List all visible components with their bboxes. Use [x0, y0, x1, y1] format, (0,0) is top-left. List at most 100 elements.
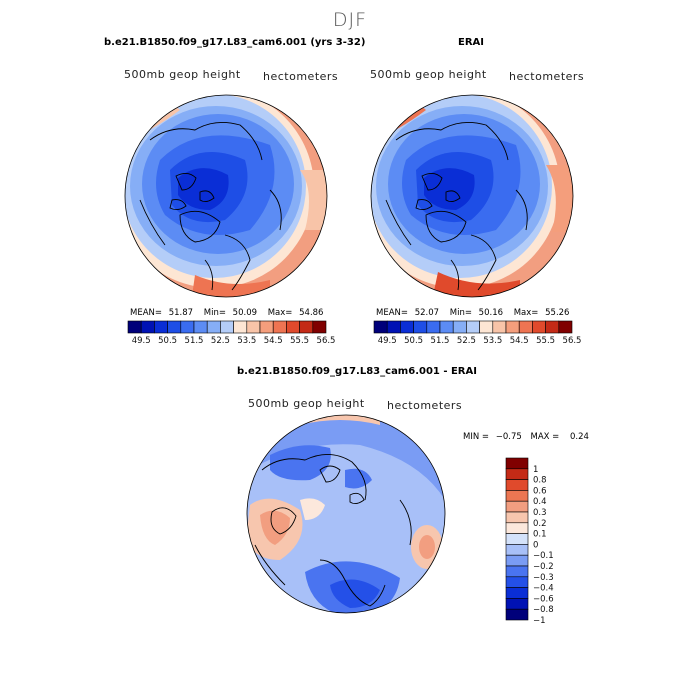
- map1-coastline-europe: [204, 234, 251, 291]
- map1-coastline-greenland: [179, 210, 221, 243]
- map2-colorbar-tick-label: 51.5: [431, 336, 450, 346]
- map2-coastline-asia: [395, 121, 509, 161]
- panel2-variable-label: 500mb geop height: [370, 68, 487, 81]
- map3-colorbar-box: [505, 544, 529, 556]
- panel1-mean-label: MEAN=: [130, 308, 162, 318]
- map3-colorbar-box: [505, 457, 529, 470]
- map2-warm-patch-south: [430, 272, 520, 297]
- map1-colorbar-tick-label: 56.5: [317, 336, 336, 346]
- panel2-min-label: Min=: [449, 308, 472, 318]
- map2-colorbar-tick-label: 54.5: [510, 336, 529, 346]
- map2-colorbar-tick-label: 56.5: [563, 336, 582, 346]
- map3-colorbar-tick-label: −1: [533, 616, 546, 626]
- panel2-min-value: 50.16: [478, 308, 504, 318]
- map3-colorbar-box: [505, 598, 529, 610]
- map1-warm-patch-south: [190, 275, 270, 297]
- panel2-units-label: hectometers: [509, 70, 585, 83]
- panel2-max-label: Max=: [513, 308, 539, 318]
- panel3-min-value: −0.75: [495, 432, 522, 442]
- map1: [125, 95, 327, 297]
- map3-neg-core-south: [330, 579, 380, 608]
- map2-colorbar-box: [492, 320, 507, 334]
- map3-colorbar-box: [505, 468, 529, 480]
- map1-colorbar-tick-label: 53.5: [237, 336, 256, 346]
- panel2-mean-label: MEAN=: [376, 308, 408, 318]
- map2-colorbar-box: [386, 320, 401, 334]
- map2-colorbar-tick-label: 50.5: [404, 336, 423, 346]
- map2-coastline-europe: [450, 234, 497, 291]
- page-title: DJF: [332, 9, 368, 31]
- map3-coastline-south: [319, 559, 386, 607]
- map3-colorbar-tick-label: 0: [533, 540, 538, 550]
- map2-colorbar-box: [439, 320, 454, 334]
- panel1-stats: MEAN= 51.87 Min= 50.09 Max= 54.86: [130, 308, 323, 318]
- map2: [371, 95, 573, 297]
- map1-colorbar-box: [167, 320, 182, 334]
- map1-colorbar-box: [180, 320, 195, 334]
- panel1-max-label: Max=: [267, 308, 293, 318]
- map1-colorbar-box: [286, 320, 300, 334]
- map1-colorbar-box: [193, 320, 208, 334]
- map2-colorbar-box: [413, 320, 428, 334]
- map3-colorbar-box: [505, 565, 529, 578]
- panel1-min-label: Min=: [203, 308, 226, 318]
- map2-colorbar-box: [558, 320, 573, 334]
- map3-colorbar-box: [505, 608, 529, 621]
- map2-colorbar-box: [532, 320, 546, 334]
- map1-warm-patch-east: [300, 170, 327, 230]
- panel3-stats: MIN = −0.75 MAX = 0.24: [463, 432, 589, 442]
- map2-colorbar-box: [545, 320, 560, 334]
- map1-colorbar-tick-label: 49.5: [132, 336, 151, 346]
- panel2-mean-value: 52.07: [414, 308, 440, 318]
- map3-colorbar-box: [505, 554, 529, 567]
- map1-colorbar-box: [246, 320, 261, 334]
- map3-colorbar-box: [505, 490, 529, 502]
- map1-border: [124, 94, 328, 298]
- map3: [247, 415, 445, 613]
- map2-coastline-arctic-islands: [415, 173, 461, 211]
- map3-border: [246, 414, 446, 614]
- map3-colorbar-box: [505, 479, 529, 491]
- panel3-units-label: hectometers: [387, 399, 463, 412]
- map1-colorbar-tick-label: 51.5: [185, 336, 204, 346]
- map2-coastline-americas: [385, 189, 528, 246]
- map1-colorbar-box: [259, 320, 274, 334]
- panel1-variable-label: 500mb geop height: [124, 68, 241, 81]
- map1-colorbar-tick-label: 50.5: [158, 336, 177, 346]
- map2-colorbar-tick-label: 52.5: [457, 336, 476, 346]
- map2-contour-50: [424, 168, 475, 210]
- panel3-max-label: MAX =: [530, 432, 560, 442]
- map3-colorbar-tick-label: 0.4: [533, 497, 547, 507]
- map2-colorbar-box: [452, 320, 467, 334]
- map2-colorbar-box: [479, 320, 494, 334]
- map1-colorbar-box: [140, 320, 155, 334]
- map3-coastline-islands: [319, 465, 365, 505]
- panel3-min-label: MIN =: [463, 432, 490, 442]
- panel1-max-value: 54.86: [299, 308, 324, 318]
- map3-neg-core-north: [270, 445, 331, 481]
- map1-colorbar-box: [272, 320, 287, 334]
- map1-colorbar-box: [299, 320, 314, 334]
- map1-colorbar-tick-label: 54.5: [264, 336, 283, 346]
- map3-colorbar-box: [505, 533, 529, 545]
- map3-pos-core-east: [419, 535, 435, 559]
- map2-coastline-greenland: [425, 210, 467, 243]
- map2-warm-patch-east: [546, 165, 573, 232]
- map2-colorbar-box: [466, 320, 480, 334]
- map3-colorbar-tick-label: −0.3: [533, 573, 554, 583]
- panel2-max-value: 55.26: [545, 308, 570, 318]
- map3-colorbar-tick-label: −0.6: [533, 594, 554, 604]
- panel2-title: ERAI: [458, 37, 484, 48]
- map3-colorbar-box: [505, 522, 529, 534]
- panel1-min-value: 50.09: [232, 308, 258, 318]
- panel3-max-value: 0.24: [570, 432, 589, 442]
- map3-colorbar-tick-label: 0.3: [533, 508, 547, 518]
- panel1-title: b.e21.B1850.f09_g17.L83_cam6.001 (yrs 3-…: [104, 37, 366, 48]
- map3-colorbar-tick-label: −0.8: [533, 605, 554, 615]
- map2-colorbar-box: [518, 320, 533, 334]
- map3-pos-patch-center: [300, 498, 325, 520]
- map3-colorbar-tick-label: −0.1: [533, 551, 554, 561]
- map1-contour-50: [178, 168, 229, 210]
- map1-colorbar-tick-label: 52.5: [211, 336, 230, 346]
- map1-coastline-arctic-islands: [169, 173, 215, 211]
